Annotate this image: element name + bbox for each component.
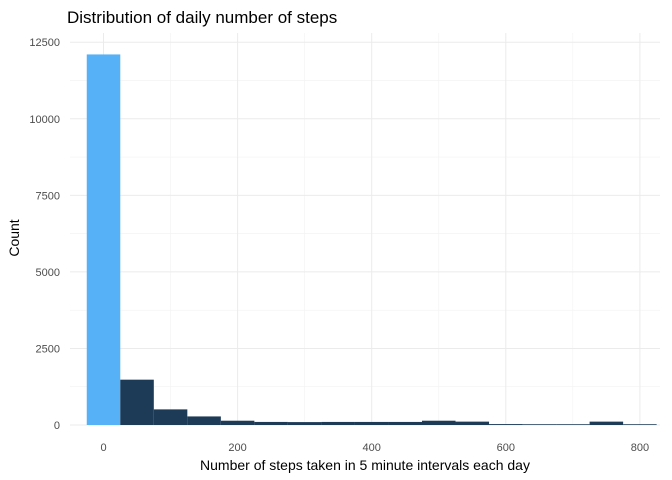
y-tick-label: 10000 <box>29 114 60 126</box>
x-tick-label: 200 <box>228 442 246 454</box>
y-tick-label: 2500 <box>36 343 60 355</box>
grid-lines <box>70 33 660 426</box>
y-tick-label: 12500 <box>29 37 60 49</box>
histogram-bar <box>354 421 389 425</box>
histogram-bar <box>220 420 255 425</box>
histogram-bar <box>589 421 624 425</box>
y-tick-label: 0 <box>54 420 60 432</box>
x-tick-label: 600 <box>497 442 515 454</box>
histogram-bars <box>86 54 657 425</box>
histogram-bar <box>421 420 456 425</box>
x-tick-label: 800 <box>631 442 649 454</box>
x-tick-label: 400 <box>363 442 381 454</box>
histogram-bar <box>254 421 288 425</box>
histogram-bar <box>522 424 557 425</box>
x-tick-label: 0 <box>100 442 106 454</box>
histogram-bar <box>153 409 188 425</box>
y-tick-label: 7500 <box>36 190 60 202</box>
chart-title: Distribution of daily number of steps <box>67 8 337 27</box>
histogram-bar <box>556 424 590 425</box>
histogram-bar <box>86 54 121 425</box>
histogram-bar <box>321 421 355 425</box>
histogram-bar <box>287 422 322 425</box>
y-axis-title: Count <box>6 219 22 256</box>
x-axis-title: Number of steps taken in 5 minute interv… <box>200 457 530 473</box>
histogram-bar <box>187 416 221 425</box>
histogram-bar <box>455 421 490 425</box>
histogram-bar <box>388 421 422 425</box>
histogram-bar <box>120 379 154 425</box>
x-axis-ticks: 0 200 400 600 800 <box>100 442 649 454</box>
y-axis-ticks: 0 2500 5000 7500 10000 12500 <box>29 37 60 432</box>
histogram-bar <box>623 424 657 425</box>
y-tick-label: 5000 <box>36 267 60 279</box>
histogram-bar <box>489 424 523 425</box>
